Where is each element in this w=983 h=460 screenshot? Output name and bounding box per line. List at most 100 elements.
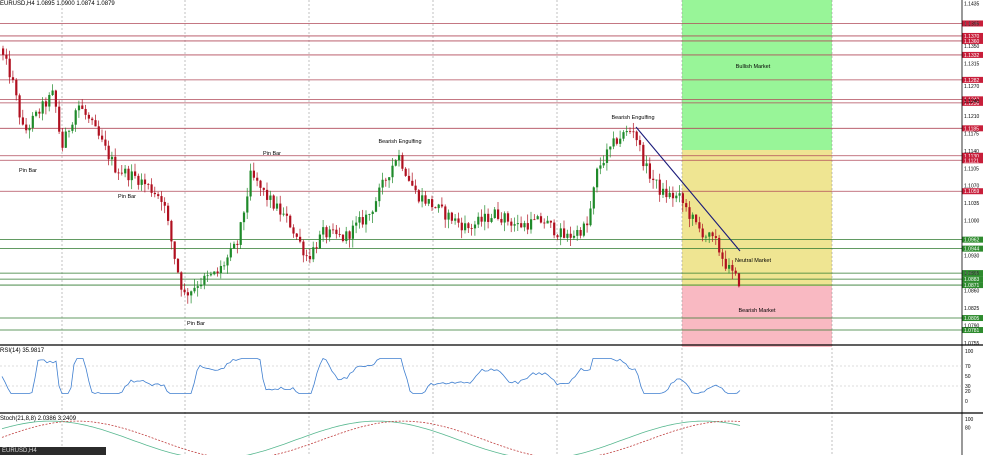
candle-body — [503, 213, 506, 223]
candle-body — [5, 54, 8, 59]
candle-body — [31, 115, 34, 128]
candle-body — [431, 199, 434, 208]
candle-body — [229, 248, 232, 258]
candle-body — [193, 287, 196, 292]
candle-body — [447, 212, 450, 220]
stoch-signal-line — [1, 420, 741, 460]
candle-body — [130, 171, 133, 181]
candle-body — [497, 209, 500, 219]
candle-body — [21, 117, 24, 125]
candle-body — [685, 203, 688, 208]
candle-body — [28, 127, 31, 131]
rsi-line — [1, 357, 741, 394]
price-axis-tick: 1.1435 — [964, 2, 980, 8]
candle-body — [170, 220, 173, 242]
candle-body — [48, 95, 51, 107]
candle-body — [411, 180, 414, 186]
candle-body — [665, 188, 668, 198]
symbol-tab[interactable]: EURUSD,H4 — [0, 447, 106, 455]
candle-body — [731, 264, 734, 271]
candle-body — [678, 193, 681, 196]
candle-body — [695, 214, 698, 223]
stoch-axis-tick: 100 — [965, 417, 974, 423]
price-axis-tick: 1.0930 — [964, 254, 980, 260]
candle-body — [11, 77, 15, 80]
price-tag-text: 1.0871 — [964, 283, 980, 289]
candle-body — [239, 222, 242, 245]
candle-body — [701, 228, 704, 238]
candle-body — [718, 237, 721, 253]
candles-group — [2, 45, 741, 304]
candle-body — [335, 229, 338, 235]
candle-body — [219, 265, 222, 274]
price-axis-tick: 1.1070 — [964, 184, 980, 190]
candle-body — [724, 258, 727, 269]
price-tag-text: 1.1130 — [964, 154, 979, 160]
candle-body — [242, 212, 246, 223]
candle-body — [266, 189, 269, 200]
candle-body — [365, 214, 368, 225]
candle-body — [374, 201, 378, 212]
price-tag-bg — [962, 96, 983, 103]
candle-body — [18, 95, 21, 118]
bearish-engulfing-1-label: Bearish Engulfing — [378, 139, 421, 145]
candle-body — [127, 168, 130, 181]
candle-body — [150, 184, 153, 193]
candle-body — [275, 203, 279, 209]
candle-body — [38, 111, 41, 114]
candle-body — [655, 179, 658, 181]
candle-body — [510, 221, 513, 226]
candle-body — [325, 227, 328, 238]
price-tag-bg — [962, 270, 983, 277]
price-tag-text: 1.0944 — [964, 247, 980, 253]
candle-body — [378, 187, 381, 202]
price-axis-tick: 1.1105 — [964, 166, 979, 172]
candle-body — [77, 105, 81, 111]
candle-body — [404, 168, 407, 176]
candle-body — [523, 223, 526, 228]
price-tag-bg — [962, 37, 983, 44]
candle-body — [272, 195, 275, 209]
price-tag-text: 1.0895 — [964, 271, 980, 277]
candle-body — [249, 170, 252, 197]
candle-body — [407, 175, 411, 181]
candle-body — [579, 229, 582, 236]
candle-body — [54, 90, 57, 107]
price-tag-bg — [962, 32, 983, 39]
candle-body — [295, 233, 298, 237]
candle-body — [143, 179, 147, 185]
candle-body — [632, 131, 635, 133]
symbol-info-label: EURUSD,H4 1.0895 1.0900 1.0874 1.0879 — [0, 1, 115, 7]
candle-body — [285, 213, 288, 216]
candle-body — [652, 178, 655, 181]
candle-body — [506, 213, 510, 222]
bearish-market-label: Bearish Market — [739, 308, 776, 314]
candle-body — [671, 192, 675, 199]
candle-body — [381, 179, 384, 188]
candle-body — [351, 225, 354, 239]
candle-body — [110, 156, 114, 160]
candle-body — [464, 223, 467, 231]
rsi-indicator-label: RSI(14) 35.9817 — [0, 348, 45, 354]
candle-body — [186, 292, 189, 296]
rsi-axis-tick: 30 — [965, 384, 971, 390]
candle-body — [200, 284, 203, 287]
price-tag-bg — [962, 245, 983, 252]
stochastic-indicator-label: Stoch(21,8,8) 2.0386 3.2409 — [0, 416, 77, 422]
candle-body — [612, 138, 615, 147]
candle-body — [734, 270, 737, 274]
bullish-market-label: Bullish Market — [736, 64, 771, 70]
candle-body — [8, 58, 11, 78]
candle-body — [450, 212, 453, 221]
candle-body — [282, 213, 285, 215]
candle-body — [549, 220, 552, 223]
price-tag-bg — [962, 51, 983, 58]
candle-body — [599, 165, 602, 169]
candle-body — [203, 275, 206, 285]
neutral-market-zone — [682, 150, 832, 286]
price-tag-text: 1.1360 — [964, 39, 980, 45]
candle-body — [213, 271, 216, 275]
price-tag-bg — [962, 152, 983, 159]
